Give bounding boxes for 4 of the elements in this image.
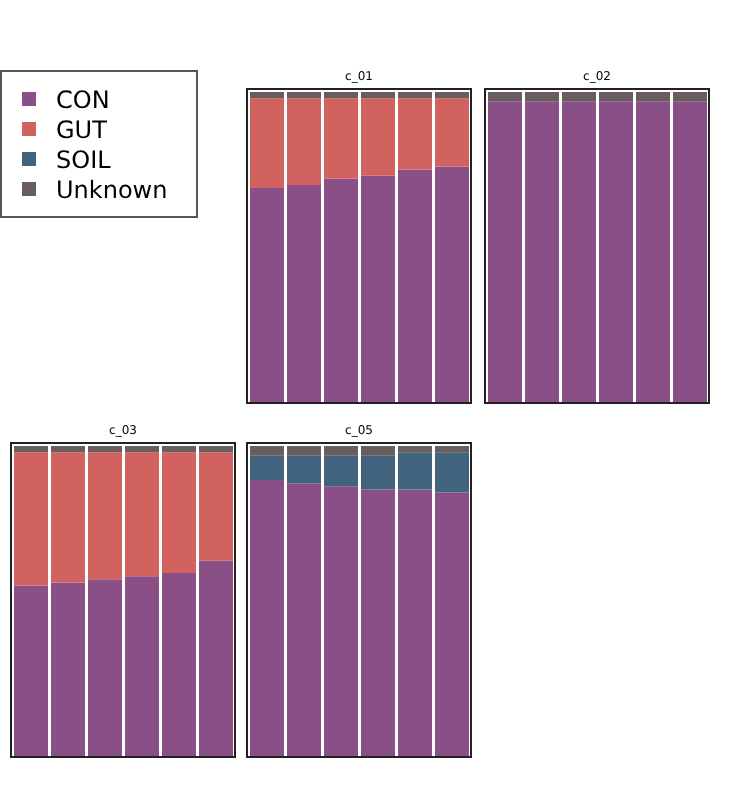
legend-label: SOIL (56, 145, 111, 173)
legend-label: Unknown (56, 175, 168, 203)
legend-label: CON (56, 85, 110, 113)
legend-label: GUT (56, 115, 107, 143)
